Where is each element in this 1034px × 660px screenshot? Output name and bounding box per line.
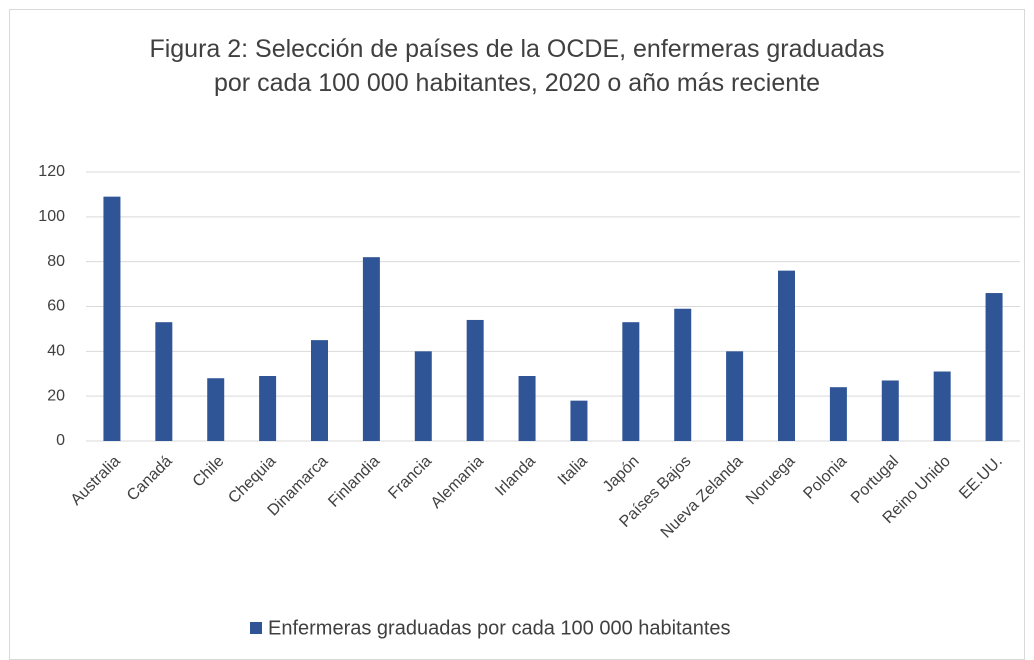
x-tick-label: Japón bbox=[600, 453, 643, 496]
y-tick-label: 0 bbox=[56, 432, 65, 449]
x-tick-label: Canadá bbox=[124, 453, 176, 505]
x-tick-label: EE.UU. bbox=[956, 453, 1006, 503]
y-tick-label: 120 bbox=[38, 163, 65, 180]
bar bbox=[881, 380, 899, 441]
bar bbox=[933, 371, 951, 441]
x-tick-label: Finlandia bbox=[325, 453, 383, 511]
bar bbox=[778, 270, 795, 441]
x-tick-label: Chequia bbox=[225, 453, 279, 507]
x-tick-label: Italia bbox=[555, 453, 591, 489]
bar bbox=[829, 387, 847, 441]
y-tick-label: 100 bbox=[38, 208, 65, 225]
bar bbox=[362, 257, 380, 441]
x-tick-label: Francia bbox=[385, 453, 435, 503]
bar bbox=[103, 196, 121, 441]
bar bbox=[674, 308, 692, 441]
bar bbox=[622, 322, 640, 441]
bar bbox=[207, 378, 225, 441]
y-tick-label: 20 bbox=[47, 387, 65, 404]
y-tick-label: 60 bbox=[47, 298, 65, 315]
x-tick-label: Chile bbox=[190, 453, 228, 491]
x-tick-label: Noruega bbox=[743, 453, 799, 509]
bar bbox=[518, 375, 536, 441]
bar bbox=[570, 400, 588, 441]
bar bbox=[155, 322, 173, 441]
chart-title: Figura 2: Selección de países de la OCDE… bbox=[149, 35, 885, 97]
legend-label: Enfermeras graduadas por cada 100 000 ha… bbox=[268, 617, 731, 639]
bar bbox=[985, 293, 1003, 441]
bar bbox=[466, 319, 484, 441]
bar bbox=[311, 340, 328, 441]
y-tick-label: 80 bbox=[47, 253, 65, 270]
bar bbox=[414, 351, 432, 441]
bar bbox=[259, 375, 277, 441]
y-tick-label: 40 bbox=[47, 343, 65, 360]
bar bbox=[726, 351, 744, 441]
x-tick-label: Polonia bbox=[800, 453, 850, 503]
x-tick-label: Portugal bbox=[848, 453, 902, 507]
x-tick-label: Alemania bbox=[428, 453, 487, 512]
x-tick-label: Australia bbox=[68, 453, 124, 509]
x-tick-label: Irlanda bbox=[492, 453, 539, 500]
legend-swatch bbox=[250, 622, 262, 634]
